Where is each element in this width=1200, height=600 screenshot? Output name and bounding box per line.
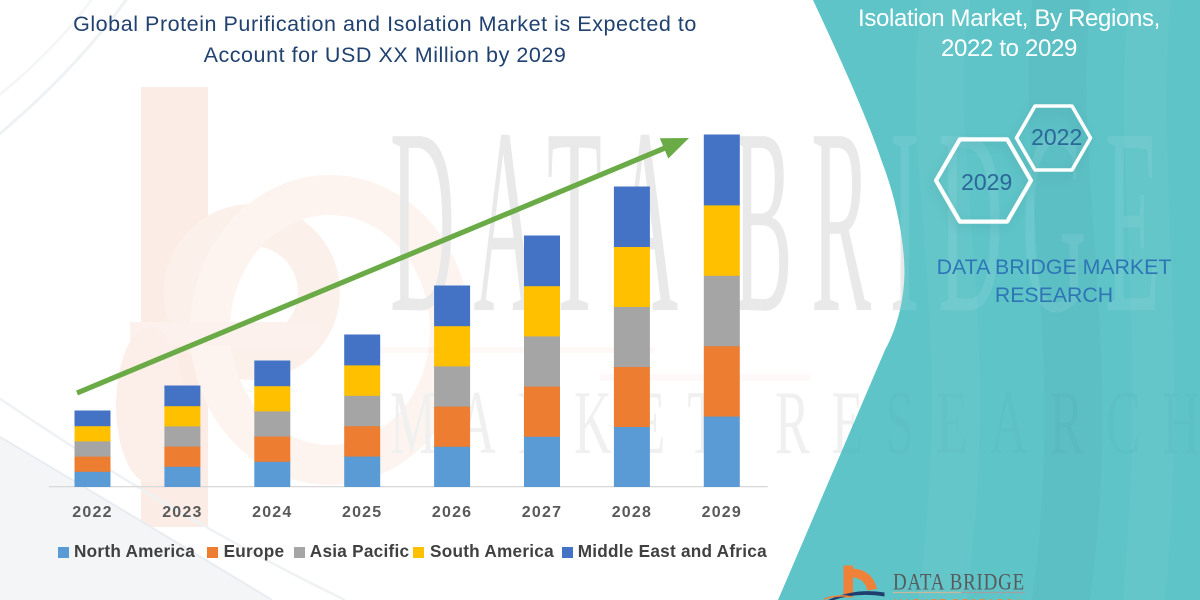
svg-text:DATA BRIDGE: DATA BRIDGE xyxy=(893,570,1025,595)
svg-text:MARKET RESEARCH: MARKET RESEARCH xyxy=(894,597,1024,600)
